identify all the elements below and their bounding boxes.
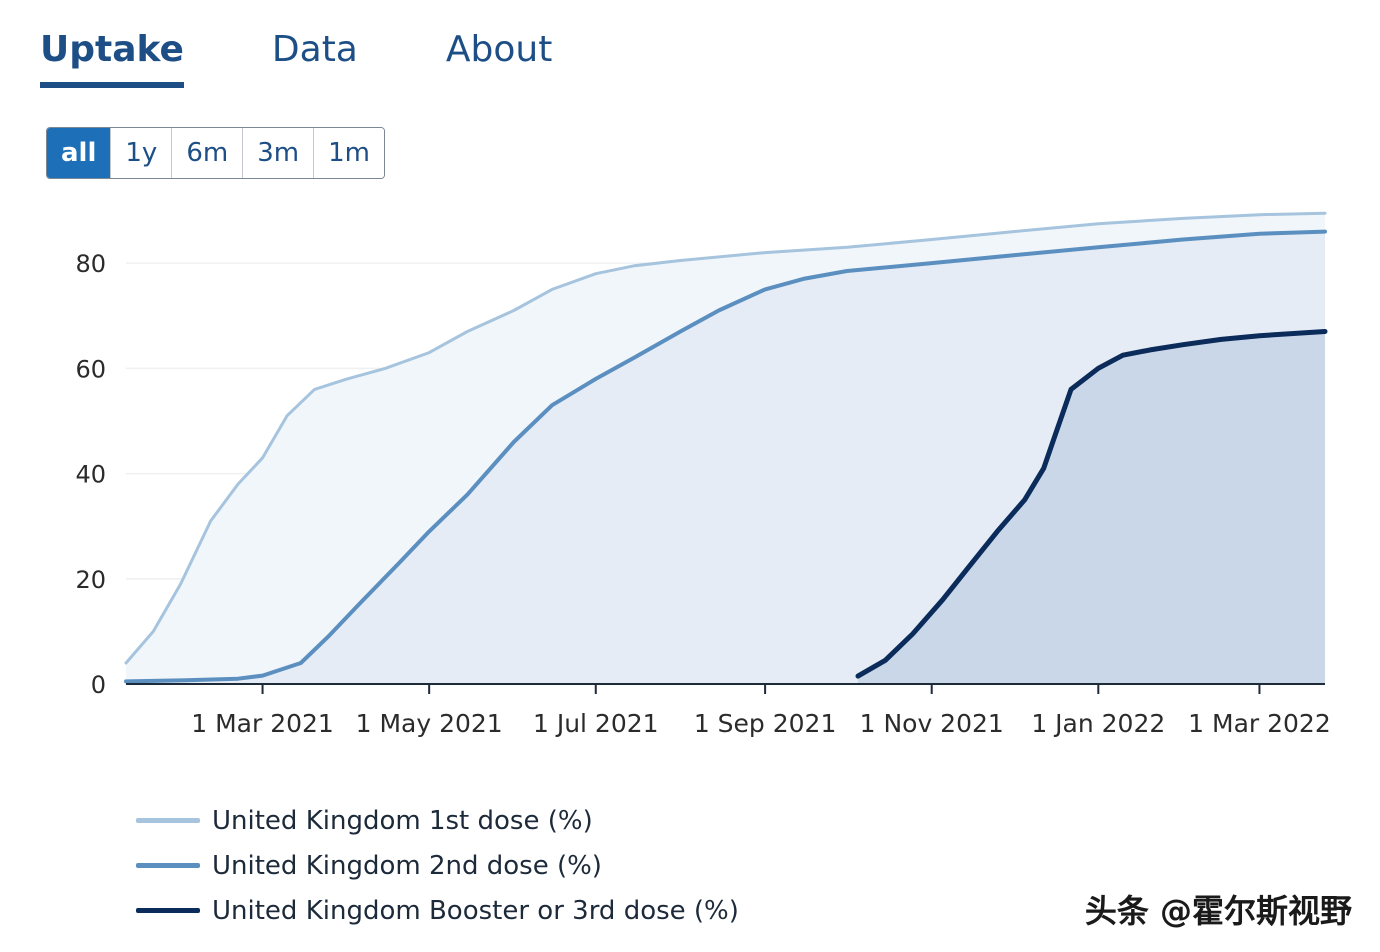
tab-bar: Uptake Data About [40, 28, 552, 88]
y-tick-label: 20 [75, 566, 106, 594]
series-2-area [857, 331, 1325, 684]
legend-item-dose1[interactable]: United Kingdom 1st dose (%) [136, 798, 739, 843]
legend-swatch-dose1 [136, 818, 200, 823]
y-tick-label: 0 [91, 671, 106, 699]
legend-label-booster: United Kingdom Booster or 3rd dose (%) [212, 895, 739, 926]
range-1y-button[interactable]: 1y [110, 128, 172, 178]
legend-label-dose2: United Kingdom 2nd dose (%) [212, 850, 602, 881]
chart-legend: United Kingdom 1st dose (%) United Kingd… [136, 798, 739, 933]
watermark-text: 头条 @霍尔斯视野 [1084, 892, 1352, 930]
series-2-line [855, 329, 1328, 679]
range-6m-button[interactable]: 6m [171, 128, 243, 178]
x-tick-label: 1 May 2021 [356, 709, 503, 738]
range-3m-button[interactable]: 3m [242, 128, 314, 178]
x-tick-label: 1 Mar 2022 [1188, 709, 1331, 738]
x-tick-label: 1 Jan 2022 [1031, 709, 1165, 738]
time-range-selector: all 1y 6m 3m 1m [46, 127, 385, 179]
legend-item-dose2[interactable]: United Kingdom 2nd dose (%) [136, 843, 739, 888]
range-all-button[interactable]: all [47, 128, 111, 178]
tab-data[interactable]: Data [271, 29, 358, 70]
y-tick-label: 60 [75, 355, 106, 383]
y-tick-label: 80 [75, 250, 106, 278]
legend-item-booster[interactable]: United Kingdom Booster or 3rd dose (%) [136, 888, 739, 933]
series-1-line [124, 229, 1327, 684]
series-0-line [124, 211, 1327, 665]
vaccination-uptake-chart: 0 20 40 60 80 1 Mar 2021 1 May 2021 1 Jul 2021 1… [75, 211, 1331, 738]
legend-swatch-booster [136, 908, 200, 913]
x-tick-label: 1 Jul 2021 [533, 709, 659, 738]
tab-about[interactable]: About [445, 29, 553, 70]
x-tick-label: 1 Nov 2021 [860, 709, 1004, 738]
range-1m-button[interactable]: 1m [313, 128, 384, 178]
x-tick-label: 1 Sep 2021 [694, 709, 837, 738]
x-tick-label: 1 Mar 2021 [191, 709, 334, 738]
y-tick-label: 40 [75, 461, 106, 489]
tab-uptake[interactable]: Uptake [40, 28, 184, 88]
legend-swatch-dose2 [136, 863, 200, 868]
legend-label-dose1: United Kingdom 1st dose (%) [212, 805, 593, 836]
